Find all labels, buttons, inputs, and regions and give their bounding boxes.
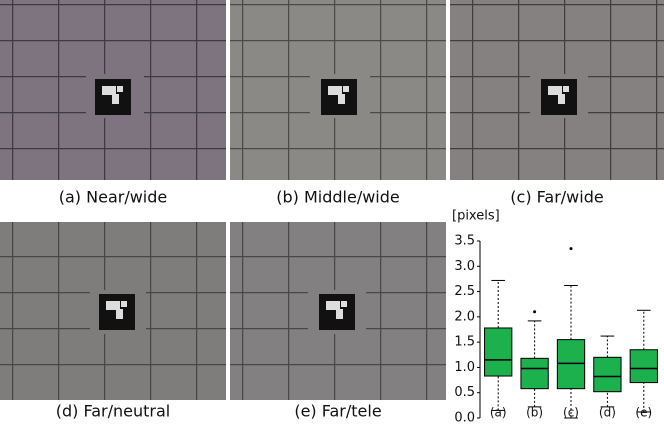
y-tick-label: 3.5 bbox=[454, 234, 475, 249]
photo bbox=[230, 222, 446, 400]
box bbox=[594, 357, 621, 391]
box bbox=[521, 358, 548, 388]
outlier bbox=[533, 310, 536, 313]
y-tick-label: 2.0 bbox=[454, 309, 475, 324]
y-tick-label: 3.0 bbox=[454, 259, 475, 274]
caption: (c) Far/wide bbox=[510, 188, 603, 207]
caption: (b) Middle/wide bbox=[276, 188, 400, 207]
photo bbox=[0, 0, 226, 180]
x-tick-label: (e) bbox=[635, 406, 652, 420]
y-tick-label: 0.0 bbox=[454, 411, 475, 423]
box bbox=[557, 340, 584, 389]
photo bbox=[230, 0, 446, 180]
y-axis-label: [pixels] bbox=[452, 209, 500, 224]
box bbox=[485, 328, 512, 376]
y-tick-label: 0.5 bbox=[454, 385, 475, 400]
x-tick-label: (a) bbox=[490, 406, 507, 420]
photo bbox=[450, 0, 664, 180]
outlier bbox=[570, 247, 573, 250]
y-tick-label: 1.0 bbox=[454, 360, 475, 375]
y-tick-label: 2.5 bbox=[454, 284, 475, 299]
photo bbox=[0, 222, 226, 400]
y-tick-label: 1.5 bbox=[454, 335, 475, 350]
x-tick-label: (c) bbox=[563, 406, 579, 420]
caption: (a) Near/wide bbox=[59, 188, 168, 207]
x-tick-label: (b) bbox=[526, 406, 543, 420]
figure: (a) Near/wide (b) Middle/wide (c) Far/wi… bbox=[0, 0, 664, 422]
caption: (e) Far/tele bbox=[294, 402, 381, 421]
box bbox=[630, 350, 657, 383]
caption: (d) Far/neutral bbox=[56, 402, 170, 421]
x-tick-label: (d) bbox=[599, 406, 616, 420]
